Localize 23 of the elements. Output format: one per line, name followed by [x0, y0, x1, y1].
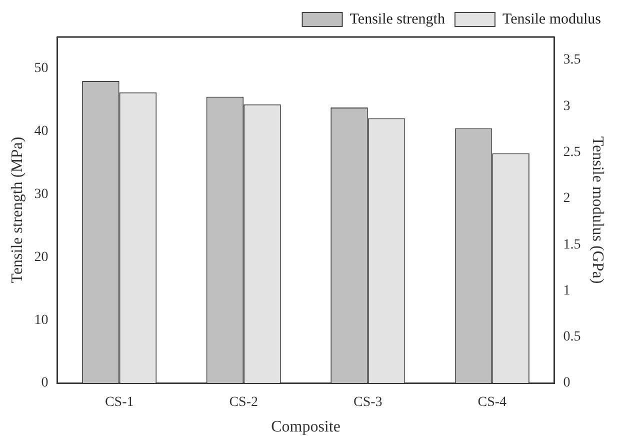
x-tick-label: CS-3	[353, 395, 382, 410]
y2-tick-label: 3	[563, 98, 570, 114]
x-tick-label: CS-1	[104, 395, 134, 410]
y2-axis-title: Tensile modulus (GPa)	[589, 136, 606, 284]
y2-tick-label: 0.5	[563, 330, 581, 345]
y-tick-label: 0	[41, 376, 48, 391]
legend-label: Tensile modulus	[502, 11, 602, 28]
y2-tick-label: 1.5	[563, 237, 581, 252]
x-tick-label: CS-4	[478, 395, 507, 410]
y-tick-label: 20	[34, 250, 48, 265]
y2-tick-label: 1	[563, 283, 570, 298]
y2-tick-label: 2.5	[563, 145, 581, 160]
y-tick-label: 10	[34, 312, 48, 328]
y-tick-label: 50	[34, 61, 48, 76]
y-tick-label: 40	[34, 124, 48, 140]
y2-tick-label: 0	[563, 376, 570, 391]
y-tick-label: 30	[34, 186, 48, 202]
x-tick-label: CS-2	[229, 395, 258, 410]
x-axis-title: Composite	[271, 418, 340, 436]
legend-label: Tensile strength	[350, 11, 446, 28]
y-axis-title: Tensile strength (MPa)	[8, 136, 26, 284]
y2-tick-label: 2	[563, 191, 570, 206]
y2-tick-label: 3.5	[563, 52, 581, 68]
